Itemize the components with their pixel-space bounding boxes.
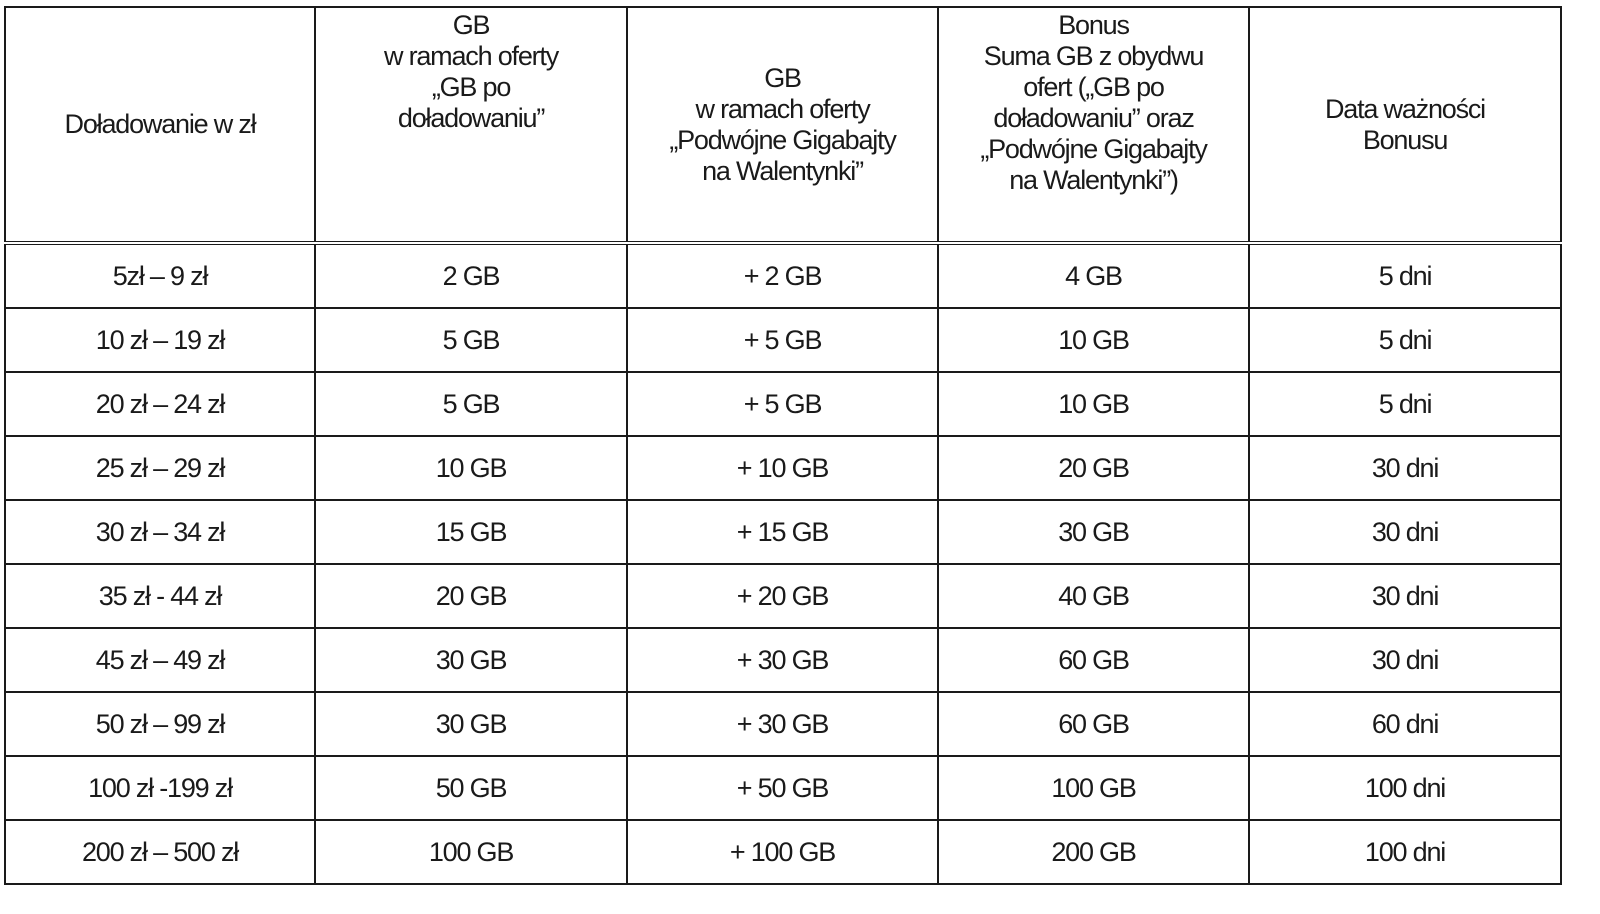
cell-gb-offer: 5 GB: [314, 307, 628, 373]
header-validity: Data ważności Bonusu: [1248, 6, 1562, 244]
header-line: GB: [452, 10, 491, 40]
cell-validity: 5 dni: [1248, 307, 1562, 373]
cell-gb-offer: 15 GB: [314, 499, 628, 565]
bonus-table: Doładowanie w zł GB w ramach oferty „GB …: [4, 6, 1562, 885]
cell-bonus-sum: 60 GB: [937, 691, 1250, 757]
cell-topup: 200 zł – 500 zł: [4, 819, 316, 885]
header-line: „Podwójne Gigabajty: [980, 134, 1208, 164]
cell-bonus-sum: 4 GB: [937, 242, 1250, 309]
cell-bonus-sum: 100 GB: [937, 755, 1250, 821]
cell-topup: 35 zł - 44 zł: [4, 563, 316, 629]
cell-topup: 10 zł – 19 zł: [4, 307, 316, 373]
header-line: GB: [764, 62, 802, 93]
table-row: 200 zł – 500 zł 100 GB + 100 GB 200 GB 100 d…: [4, 819, 1562, 885]
cell-gb-offer: 30 GB: [314, 627, 628, 693]
header-line: Bonusu: [1362, 124, 1449, 155]
cell-validity: 30 dni: [1248, 627, 1562, 693]
cell-validity: 100 dni: [1248, 819, 1562, 885]
cell-gb-offer: 5 GB: [314, 371, 628, 437]
cell-double-gb: + 20 GB: [626, 563, 939, 629]
cell-validity: 100 dni: [1248, 755, 1562, 821]
cell-double-gb: + 30 GB: [626, 691, 939, 757]
table-row: 35 zł - 44 zł 20 GB + 20 GB 40 GB 30 dni: [4, 563, 1562, 629]
cell-validity: 5 dni: [1248, 242, 1562, 309]
cell-gb-offer: 20 GB: [314, 563, 628, 629]
header-topup: Doładowanie w zł: [4, 6, 316, 244]
cell-bonus-sum: 40 GB: [937, 563, 1250, 629]
cell-gb-offer: 50 GB: [314, 755, 628, 821]
table-row: 45 zł – 49 zł 30 GB + 30 GB 60 GB 30 dni: [4, 627, 1562, 693]
table-row: 20 zł – 24 zł 5 GB + 5 GB 10 GB 5 dni: [4, 371, 1562, 437]
cell-gb-offer: 30 GB: [314, 691, 628, 757]
cell-bonus-sum: 10 GB: [937, 307, 1250, 373]
cell-validity: 30 dni: [1248, 435, 1562, 501]
header-line: ofert („GB po: [1023, 72, 1165, 102]
cell-topup: 30 zł – 34 zł: [4, 499, 316, 565]
header-line: „GB po: [431, 72, 512, 102]
header-double-gb: GB w ramach oferty „Podwójne Gigabajty n…: [626, 6, 939, 244]
cell-validity: 5 dni: [1248, 371, 1562, 437]
table-row: 5zł – 9 zł 2 GB + 2 GB 4 GB 5 dni: [4, 242, 1562, 309]
cell-validity: 30 dni: [1248, 563, 1562, 629]
cell-bonus-sum: 200 GB: [937, 819, 1250, 885]
cell-double-gb: + 10 GB: [626, 435, 939, 501]
header-line: na Walentynki”: [702, 155, 864, 186]
table-row: 50 zł – 99 zł 30 GB + 30 GB 60 GB 60 dni: [4, 691, 1562, 757]
cell-gb-offer: 100 GB: [314, 819, 628, 885]
cell-validity: 30 dni: [1248, 499, 1562, 565]
header-line: „Podwójne Gigabajty: [669, 124, 897, 155]
cell-double-gb: + 100 GB: [626, 819, 939, 885]
header-line: Suma GB z obydwu: [983, 41, 1205, 71]
cell-topup: 50 zł – 99 zł: [4, 691, 316, 757]
cell-topup: 20 zł – 24 zł: [4, 371, 316, 437]
cell-bonus-sum: 30 GB: [937, 499, 1250, 565]
header-line: doładowaniu” oraz: [993, 103, 1194, 133]
cell-gb-offer: 2 GB: [314, 242, 628, 309]
cell-gb-offer: 10 GB: [314, 435, 628, 501]
table-row: 30 zł – 34 zł 15 GB + 15 GB 30 GB 30 dni: [4, 499, 1562, 565]
cell-bonus-sum: 60 GB: [937, 627, 1250, 693]
table-row: 100 zł -199 zł 50 GB + 50 GB 100 GB 100 dni: [4, 755, 1562, 821]
header-line: doładowaniu”: [397, 103, 545, 133]
cell-bonus-sum: 20 GB: [937, 435, 1250, 501]
table-row: 10 zł – 19 zł 5 GB + 5 GB 10 GB 5 dni: [4, 307, 1562, 373]
header-line: na Walentynki”): [1009, 165, 1179, 195]
cell-topup: 100 zł -199 zł: [4, 755, 316, 821]
header-line: w ramach oferty: [695, 93, 870, 124]
header-line: Doładowanie w zł: [64, 109, 257, 139]
header-bonus-sum: Bonus Suma GB z obydwu ofert („GB po doł…: [937, 6, 1250, 244]
header-row: Doładowanie w zł GB w ramach oferty „GB …: [4, 6, 1562, 244]
cell-topup: 25 zł – 29 zł: [4, 435, 316, 501]
header-gb-offer: GB w ramach oferty „GB po doładowaniu”: [314, 6, 628, 244]
cell-validity: 60 dni: [1248, 691, 1562, 757]
table-row: 25 zł – 29 zł 10 GB + 10 GB 20 GB 30 dni: [4, 435, 1562, 501]
cell-topup: 45 zł – 49 zł: [4, 627, 316, 693]
cell-double-gb: + 15 GB: [626, 499, 939, 565]
cell-topup: 5zł – 9 zł: [4, 242, 316, 309]
cell-double-gb: + 50 GB: [626, 755, 939, 821]
header-line: Bonus: [1058, 10, 1130, 40]
cell-bonus-sum: 10 GB: [937, 371, 1250, 437]
header-line: Data ważności: [1325, 93, 1486, 124]
cell-double-gb: + 30 GB: [626, 627, 939, 693]
header-line: w ramach oferty: [383, 41, 559, 71]
cell-double-gb: + 5 GB: [626, 371, 939, 437]
cell-double-gb: + 5 GB: [626, 307, 939, 373]
cell-double-gb: + 2 GB: [626, 242, 939, 309]
